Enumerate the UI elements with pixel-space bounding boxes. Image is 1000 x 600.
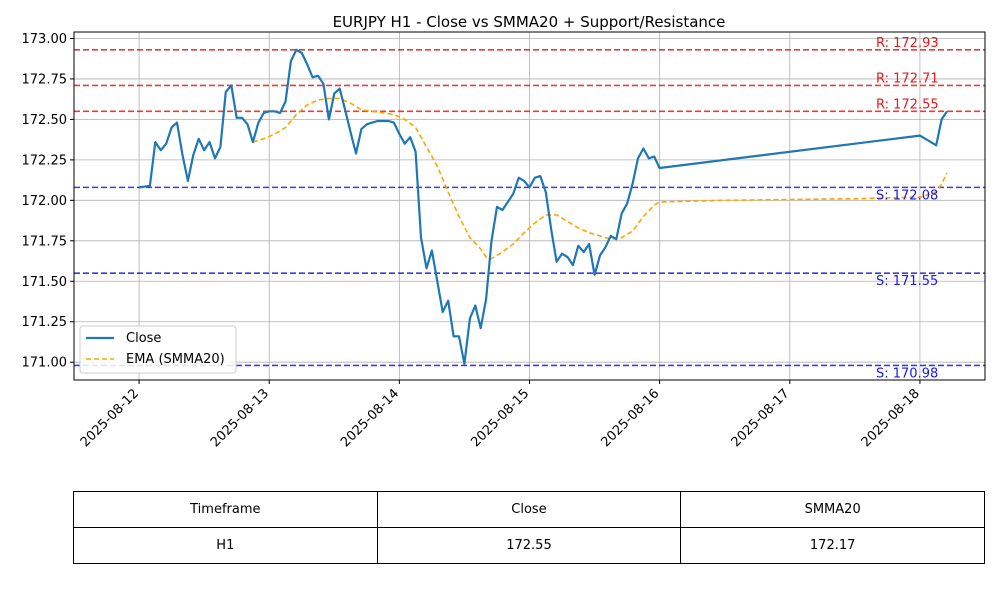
x-tick-label: 2025-08-12 (78, 386, 142, 450)
y-tick-label: 172.50 (22, 113, 68, 128)
table-cell: H1 (73, 527, 378, 564)
table-cell: 172.55 (376, 527, 682, 564)
resistance-label: R: 172.71 (876, 71, 939, 86)
x-tick-label: 2025-08-18 (859, 386, 923, 450)
chart-title: EURJPY H1 - Close vs SMMA20 + Support/Re… (333, 13, 726, 31)
resistance-label: R: 172.93 (876, 36, 939, 51)
support-label: S: 171.55 (876, 274, 938, 289)
table-header-row: Timeframe Close SMMA20 (73, 491, 985, 528)
series-layer (138, 48, 948, 365)
table-header-cell: Close (376, 491, 682, 528)
chart: EURJPY H1 - Close vs SMMA20 + Support/Re… (22, 13, 986, 450)
x-tick-label: 2025-08-17 (729, 386, 793, 450)
x-tick-label: 2025-08-15 (468, 386, 532, 450)
support-resistance-labels: R: 172.93 R: 172.71 R: 172.55 S: 172.08 S: 1… (876, 36, 939, 382)
table-header-cell: SMMA20 (680, 491, 985, 528)
y-tick-label: 171.25 (22, 315, 68, 330)
y-tick-label: 172.25 (22, 153, 68, 168)
support-label: S: 172.08 (876, 188, 938, 203)
x-tick-label: 2025-08-14 (338, 386, 402, 450)
x-tick-label: 2025-08-13 (208, 386, 272, 450)
summary-table: Timeframe Close SMMA20 H1 172.55 172.17 (73, 491, 985, 564)
y-tick-label: 172.00 (22, 194, 68, 209)
y-tick-label: 171.00 (22, 356, 68, 371)
table-row: H1 172.55 172.17 (73, 527, 985, 564)
legend-label-close: Close (126, 331, 161, 346)
table-header-cell: Timeframe (73, 491, 378, 528)
resistance-label: R: 172.55 (876, 97, 939, 112)
legend-label-smma20: EMA (SMMA20) (126, 352, 225, 367)
y-tick-label: 173.00 (22, 32, 68, 47)
y-tick-label: 172.75 (22, 72, 68, 87)
legend-box (79, 325, 237, 374)
grid (74, 32, 985, 380)
table-cell: 172.17 (680, 527, 985, 564)
legend: Close EMA (SMMA20) (79, 325, 237, 374)
y-tick-label: 171.50 (22, 275, 68, 290)
support-label: S: 170.98 (876, 366, 938, 381)
y-tick-label: 171.75 (22, 234, 68, 249)
x-tick-label: 2025-08-16 (598, 386, 662, 450)
close-series-line (138, 48, 948, 365)
